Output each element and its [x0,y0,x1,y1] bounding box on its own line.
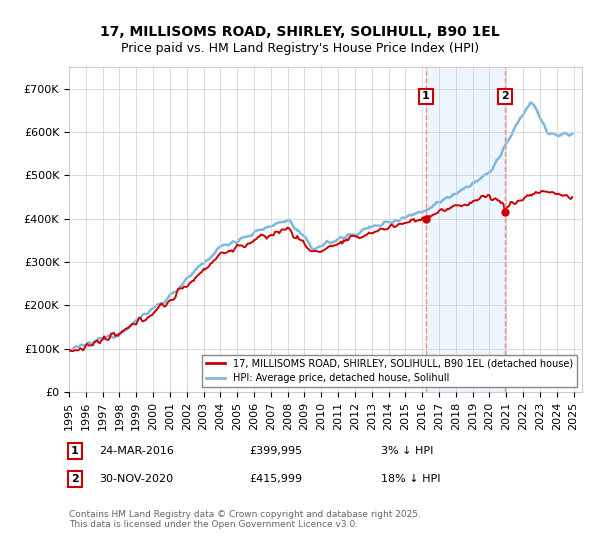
Text: 2: 2 [71,474,79,484]
Text: 17, MILLISOMS ROAD, SHIRLEY, SOLIHULL, B90 1EL: 17, MILLISOMS ROAD, SHIRLEY, SOLIHULL, B… [100,25,500,39]
Text: 1: 1 [422,91,430,101]
Bar [426,67,505,392]
Text: 1: 1 [71,446,79,456]
Text: 24-MAR-2016: 24-MAR-2016 [99,446,174,456]
Text: Price paid vs. HM Land Registry's House Price Index (HPI): Price paid vs. HM Land Registry's House … [121,42,479,55]
Text: 2: 2 [501,91,509,101]
Text: 30-NOV-2020: 30-NOV-2020 [99,474,173,484]
Text: 18% ↓ HPI: 18% ↓ HPI [381,474,440,484]
Text: £399,995: £399,995 [249,446,302,456]
Text: £415,999: £415,999 [249,474,302,484]
Text: 3% ↓ HPI: 3% ↓ HPI [381,446,433,456]
Text: Contains HM Land Registry data © Crown copyright and database right 2025.
This d: Contains HM Land Registry data © Crown c… [69,510,421,529]
Legend: 17, MILLISOMS ROAD, SHIRLEY, SOLIHULL, B90 1EL (detached house), HPI: Average pr: 17, MILLISOMS ROAD, SHIRLEY, SOLIHULL, B… [202,354,577,387]
